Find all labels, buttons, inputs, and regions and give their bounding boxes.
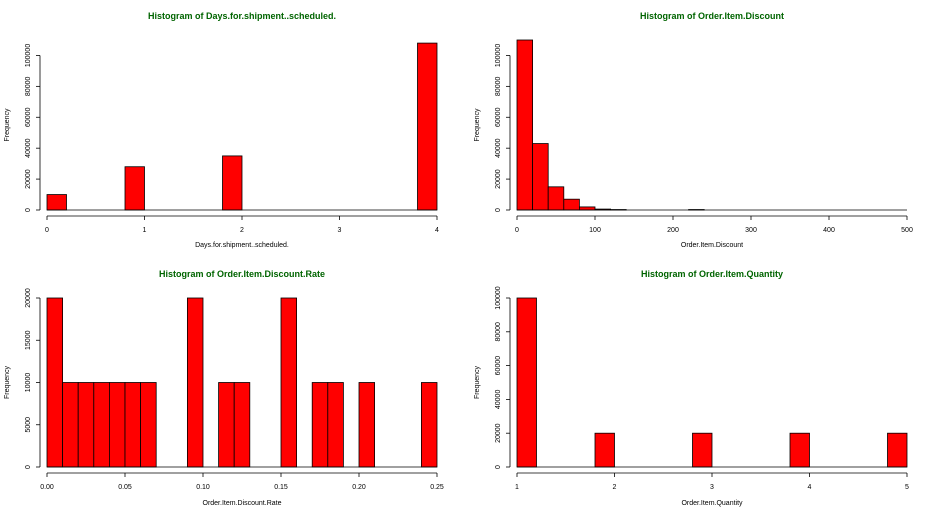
x-tick-label: 0.15 [274,484,288,491]
histogram-bar [547,186,565,211]
x-axis-label: Order.Item.Discount.Rate [203,500,282,507]
chart-title: Histogram of Order.Item.Discount [640,11,784,21]
histogram-bar [579,206,596,211]
histogram-bar [46,194,67,211]
y-tick-label: 40000 [495,390,502,410]
histogram-bar [93,382,110,468]
x-tick-label: 0.25 [430,484,444,491]
y-tick-label: 20000 [495,423,502,443]
x-tick-label: 400 [823,227,835,234]
x-tick-label: 0.00 [40,484,54,491]
histogram-bar [140,382,157,468]
histogram-bar [358,382,375,468]
chart-title: Histogram of Order.Item.Discount.Rate [159,269,325,279]
y-tick-label: 100000 [495,44,502,67]
y-tick-label: 5000 [25,417,32,433]
histogram-bar [218,382,235,468]
histogram-bar [420,382,438,468]
y-tick-label: 40000 [25,138,32,158]
histogram-panel-2: Histogram of Order.Item.Discount 0 100 200 3… [474,11,913,249]
histogram-bar [789,432,810,468]
histogram-bar [62,382,79,468]
y-tick-label: 0 [495,465,502,469]
histogram-bar [417,42,438,211]
y-axis-label: Frequency [474,108,481,142]
x-tick-label: 0.05 [118,484,132,491]
y-tick-label: 15000 [25,330,32,350]
x-tick-label: 4 [435,227,439,234]
x-tick-label: 1 [143,227,147,234]
x-tick-label: 0 [45,227,49,234]
x-axis-label: Days.for.shipment..scheduled. [195,242,289,249]
histogram-bar [222,155,243,211]
histogram-bar [109,382,126,468]
histogram-bar [594,432,615,468]
histogram-bar [77,382,95,468]
histogram-bar [563,198,580,211]
y-tick-label: 60000 [25,107,32,127]
x-tick-label: 0.10 [196,484,210,491]
y-tick-label: 60000 [495,107,502,127]
chart-title: Histogram of Days.for.shipment..schedule… [148,11,336,21]
histogram-bar [233,382,251,468]
x-tick-label: 5 [905,484,909,491]
histogram-bar [532,143,549,211]
y-tick-label: 100000 [495,286,502,309]
y-tick-label: 80000 [25,77,32,97]
histogram-panel-4: Histogram of Order.Item.Quantity 1 2 3 4 5 Ord… [474,269,909,507]
histogram-bar [692,432,713,468]
histogram-bar [327,382,344,468]
x-tick-label: 3 [338,227,342,234]
histogram-bar [516,39,534,211]
y-tick-label: 100000 [25,44,32,67]
y-axis-label: Frequency [474,365,481,399]
y-tick-label: 20000 [25,288,32,308]
y-tick-label: 80000 [495,322,502,342]
x-tick-label: 0 [515,227,519,234]
x-tick-label: 4 [808,484,812,491]
x-tick-label: 500 [901,227,913,234]
histogram-bar [280,297,298,468]
y-tick-label: 60000 [495,356,502,376]
y-tick-label: 20000 [25,169,32,189]
y-tick-label: 10000 [25,373,32,393]
y-axis-label: Frequency [4,365,11,399]
histogram-panel-1: Histogram of Days.for.shipment..schedule… [4,11,439,249]
histogram-bar [887,432,908,468]
x-axis-label: Order.Item.Quantity [681,500,743,507]
y-tick-label: 0 [25,208,32,212]
y-axis-label: Frequency [4,108,11,142]
x-tick-label: 100 [589,227,601,234]
histogram-bar [46,297,64,468]
x-tick-label: 200 [667,227,679,234]
histogram-bar [124,382,141,468]
histogram-bar [186,297,204,468]
x-axis-label: Order.Item.Discount [681,242,743,249]
histogram-bar [124,166,145,211]
chart-title: Histogram of Order.Item.Quantity [641,269,783,279]
y-tick-label: 80000 [495,77,502,97]
y-tick-label: 40000 [495,138,502,158]
x-tick-label: 3 [710,484,714,491]
y-tick-label: 20000 [495,169,502,189]
x-tick-label: 2 [240,227,244,234]
x-tick-label: 0.20 [352,484,366,491]
y-tick-label: 0 [495,208,502,212]
histogram-panel-3: Histogram of Order.Item.Discount.Rate 0.0… [4,269,444,507]
histogram-bar [311,382,329,468]
histogram-bar [516,297,537,468]
y-tick-label: 0 [25,465,32,469]
x-tick-label: 2 [613,484,617,491]
x-tick-label: 1 [515,484,519,491]
x-tick-label: 300 [745,227,757,234]
